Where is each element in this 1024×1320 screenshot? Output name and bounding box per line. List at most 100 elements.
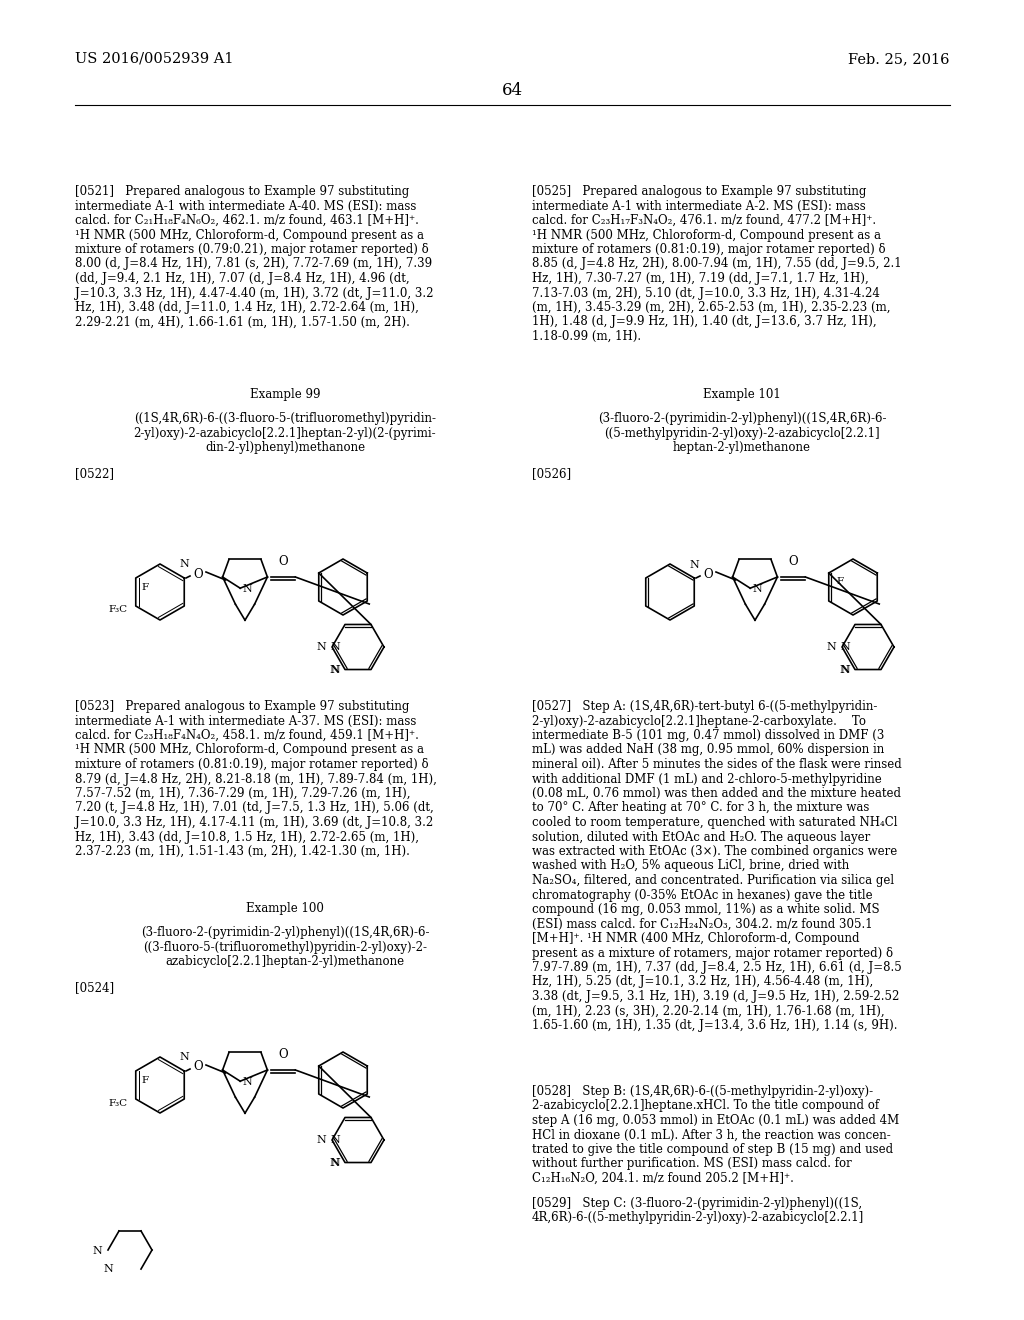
Text: O: O bbox=[788, 554, 799, 568]
Text: J=10.3, 3.3 Hz, 1H), 4.47-4.40 (m, 1H), 3.72 (dt, J=11.0, 3.2: J=10.3, 3.3 Hz, 1H), 4.47-4.40 (m, 1H), … bbox=[75, 286, 433, 300]
Text: [0525]   Prepared analogous to Example 97 substituting: [0525] Prepared analogous to Example 97 … bbox=[532, 185, 866, 198]
Text: N: N bbox=[331, 1158, 340, 1167]
Text: [0523]   Prepared analogous to Example 97 substituting: [0523] Prepared analogous to Example 97 … bbox=[75, 700, 410, 713]
Text: (0.08 mL, 0.76 mmol) was then added and the mixture heated: (0.08 mL, 0.76 mmol) was then added and … bbox=[532, 787, 901, 800]
Text: calcd. for C₂₃H₁₈F₄N₄O₂, 458.1. m/z found, 459.1 [M+H]⁺.: calcd. for C₂₃H₁₈F₄N₄O₂, 458.1. m/z foun… bbox=[75, 729, 419, 742]
Text: N: N bbox=[331, 664, 340, 675]
Text: calcd. for C₂₁H₁₈F₄N₆O₂, 462.1. m/z found, 463.1 [M+H]⁺.: calcd. for C₂₁H₁₈F₄N₆O₂, 462.1. m/z foun… bbox=[75, 214, 419, 227]
Text: 1H), 1.48 (d, J=9.9 Hz, 1H), 1.40 (dt, J=13.6, 3.7 Hz, 1H),: 1H), 1.48 (d, J=9.9 Hz, 1H), 1.40 (dt, J… bbox=[532, 315, 877, 329]
Text: Feb. 25, 2016: Feb. 25, 2016 bbox=[849, 51, 950, 66]
Text: [0526]: [0526] bbox=[532, 467, 571, 480]
Text: N: N bbox=[826, 642, 836, 652]
Text: [0521]   Prepared analogous to Example 97 substituting: [0521] Prepared analogous to Example 97 … bbox=[75, 185, 410, 198]
Text: solution, diluted with EtOAc and H₂O. The aqueous layer: solution, diluted with EtOAc and H₂O. Th… bbox=[532, 830, 870, 843]
Text: O: O bbox=[194, 1060, 203, 1073]
Text: N: N bbox=[92, 1246, 102, 1257]
Text: ¹H NMR (500 MHz, Chloroform-d, Compound present as a: ¹H NMR (500 MHz, Chloroform-d, Compound … bbox=[532, 228, 881, 242]
Text: J=10.0, 3.3 Hz, 1H), 4.17-4.11 (m, 1H), 3.69 (dt, J=10.8, 3.2: J=10.0, 3.3 Hz, 1H), 4.17-4.11 (m, 1H), … bbox=[75, 816, 433, 829]
Text: O: O bbox=[703, 568, 713, 581]
Text: (ESI) mass calcd. for C₁₂H₂₄N₂O₃, 304.2. m/z found 305.1: (ESI) mass calcd. for C₁₂H₂₄N₂O₃, 304.2.… bbox=[532, 917, 872, 931]
Text: F: F bbox=[141, 583, 148, 591]
Text: Example 99: Example 99 bbox=[250, 388, 321, 401]
Text: 2.37-2.23 (m, 1H), 1.51-1.43 (m, 2H), 1.42-1.30 (m, 1H).: 2.37-2.23 (m, 1H), 1.51-1.43 (m, 2H), 1.… bbox=[75, 845, 410, 858]
Text: Hz, 1H), 3.43 (dd, J=10.8, 1.5 Hz, 1H), 2.72-2.65 (m, 1H),: Hz, 1H), 3.43 (dd, J=10.8, 1.5 Hz, 1H), … bbox=[75, 830, 419, 843]
Text: [0529]   Step C: (3-fluoro-2-(pyrimidin-2-yl)phenyl)((1S,: [0529] Step C: (3-fluoro-2-(pyrimidin-2-… bbox=[532, 1197, 862, 1210]
Text: N: N bbox=[103, 1265, 113, 1274]
Text: N: N bbox=[841, 664, 850, 675]
Text: cooled to room temperature, quenched with saturated NH₄Cl: cooled to room temperature, quenched wit… bbox=[532, 816, 897, 829]
Text: Na₂SO₄, filtered, and concentrated. Purification via silica gel: Na₂SO₄, filtered, and concentrated. Puri… bbox=[532, 874, 894, 887]
Text: F: F bbox=[141, 1076, 148, 1085]
Text: to 70° C. After heating at 70° C. for 3 h, the mixture was: to 70° C. After heating at 70° C. for 3 … bbox=[532, 801, 869, 814]
Text: ((3-fluoro-5-(trifluoromethyl)pyridin-2-yl)oxy)-2-: ((3-fluoro-5-(trifluoromethyl)pyridin-2-… bbox=[143, 940, 427, 953]
Text: trated to give the title compound of step B (15 mg) and used: trated to give the title compound of ste… bbox=[532, 1143, 893, 1156]
Text: ((1S,4R,6R)-6-((3-fluoro-5-(trifluoromethyl)pyridin-: ((1S,4R,6R)-6-((3-fluoro-5-(trifluoromet… bbox=[134, 412, 436, 425]
Text: O: O bbox=[194, 568, 203, 581]
Text: Example 101: Example 101 bbox=[703, 388, 781, 401]
Text: 7.57-7.52 (m, 1H), 7.36-7.29 (m, 1H), 7.29-7.26 (m, 1H),: 7.57-7.52 (m, 1H), 7.36-7.29 (m, 1H), 7.… bbox=[75, 787, 411, 800]
Text: 2-yl)oxy)-2-azabicyclo[2.2.1]heptane-2-carboxylate.    To: 2-yl)oxy)-2-azabicyclo[2.2.1]heptane-2-c… bbox=[532, 714, 866, 727]
Text: 7.13-7.03 (m, 2H), 5.10 (dt, J=10.0, 3.3 Hz, 1H), 4.31-4.24: 7.13-7.03 (m, 2H), 5.10 (dt, J=10.0, 3.3… bbox=[532, 286, 880, 300]
Text: 8.85 (d, J=4.8 Hz, 2H), 8.00-7.94 (m, 1H), 7.55 (dd, J=9.5, 2.1: 8.85 (d, J=4.8 Hz, 2H), 8.00-7.94 (m, 1H… bbox=[532, 257, 901, 271]
Text: without further purification. MS (ESI) mass calcd. for: without further purification. MS (ESI) m… bbox=[532, 1158, 852, 1171]
Text: F₃C: F₃C bbox=[109, 1098, 127, 1107]
Text: heptan-2-yl)methanone: heptan-2-yl)methanone bbox=[673, 441, 811, 454]
Text: O: O bbox=[279, 554, 288, 568]
Text: (dd, J=9.4, 2.1 Hz, 1H), 7.07 (d, J=8.4 Hz, 1H), 4.96 (dt,: (dd, J=9.4, 2.1 Hz, 1H), 7.07 (d, J=8.4 … bbox=[75, 272, 410, 285]
Text: N: N bbox=[840, 664, 849, 675]
Text: [0527]   Step A: (1S,4R,6R)-tert-butyl 6-((5-methylpyridin-: [0527] Step A: (1S,4R,6R)-tert-butyl 6-(… bbox=[532, 700, 878, 713]
Text: 3.38 (dt, J=9.5, 3.1 Hz, 1H), 3.19 (d, J=9.5 Hz, 1H), 2.59-2.52: 3.38 (dt, J=9.5, 3.1 Hz, 1H), 3.19 (d, J… bbox=[532, 990, 899, 1003]
Text: N: N bbox=[331, 642, 340, 652]
Text: mixture of rotamers (0.81:0.19), major rotamer reported) δ: mixture of rotamers (0.81:0.19), major r… bbox=[75, 758, 429, 771]
Text: N: N bbox=[243, 1077, 252, 1088]
Text: azabicyclo[2.2.1]heptan-2-yl)methanone: azabicyclo[2.2.1]heptan-2-yl)methanone bbox=[166, 954, 404, 968]
Text: US 2016/0052939 A1: US 2016/0052939 A1 bbox=[75, 51, 233, 66]
Text: intermediate B-5 (101 mg, 0.47 mmol) dissolved in DMF (3: intermediate B-5 (101 mg, 0.47 mmol) dis… bbox=[532, 729, 885, 742]
Text: present as a mixture of rotamers, major rotamer reported) δ: present as a mixture of rotamers, major … bbox=[532, 946, 893, 960]
Text: HCl in dioxane (0.1 mL). After 3 h, the reaction was concen-: HCl in dioxane (0.1 mL). After 3 h, the … bbox=[532, 1129, 891, 1142]
Text: N: N bbox=[330, 664, 339, 675]
Text: Example 100: Example 100 bbox=[246, 902, 324, 915]
Text: C₁₂H₁₆N₂O, 204.1. m/z found 205.2 [M+H]⁺.: C₁₂H₁₆N₂O, 204.1. m/z found 205.2 [M+H]⁺… bbox=[532, 1172, 794, 1185]
Text: step A (16 mg, 0.053 mmol) in EtOAc (0.1 mL) was added 4M: step A (16 mg, 0.053 mmol) in EtOAc (0.1… bbox=[532, 1114, 899, 1127]
Text: N: N bbox=[179, 1052, 189, 1061]
Text: intermediate A-1 with intermediate A-40. MS (ESI): mass: intermediate A-1 with intermediate A-40.… bbox=[75, 199, 417, 213]
Text: mineral oil). After 5 minutes the sides of the flask were rinsed: mineral oil). After 5 minutes the sides … bbox=[532, 758, 902, 771]
Text: [M+H]⁺. ¹H NMR (400 MHz, Chloroform-d, Compound: [M+H]⁺. ¹H NMR (400 MHz, Chloroform-d, C… bbox=[532, 932, 859, 945]
Text: intermediate A-1 with intermediate A-2. MS (ESI): mass: intermediate A-1 with intermediate A-2. … bbox=[532, 199, 865, 213]
Text: F₃C: F₃C bbox=[109, 606, 127, 615]
Text: 2-azabicyclo[2.2.1]heptane.xHCl. To the title compound of: 2-azabicyclo[2.2.1]heptane.xHCl. To the … bbox=[532, 1100, 880, 1113]
Text: mixture of rotamers (0.79:0.21), major rotamer reported) δ: mixture of rotamers (0.79:0.21), major r… bbox=[75, 243, 429, 256]
Text: mixture of rotamers (0.81:0.19), major rotamer reported) δ: mixture of rotamers (0.81:0.19), major r… bbox=[532, 243, 886, 256]
Text: compound (16 mg, 0.053 mmol, 11%) as a white solid. MS: compound (16 mg, 0.053 mmol, 11%) as a w… bbox=[532, 903, 880, 916]
Text: N: N bbox=[689, 560, 699, 570]
Text: (m, 1H), 3.45-3.29 (m, 2H), 2.65-2.53 (m, 1H), 2.35-2.23 (m,: (m, 1H), 3.45-3.29 (m, 2H), 2.65-2.53 (m… bbox=[532, 301, 891, 314]
Text: ¹H NMR (500 MHz, Chloroform-d, Compound present as a: ¹H NMR (500 MHz, Chloroform-d, Compound … bbox=[75, 228, 424, 242]
Text: mL) was added NaH (38 mg, 0.95 mmol, 60% dispersion in: mL) was added NaH (38 mg, 0.95 mmol, 60%… bbox=[532, 743, 885, 756]
Text: ¹H NMR (500 MHz, Chloroform-d, Compound present as a: ¹H NMR (500 MHz, Chloroform-d, Compound … bbox=[75, 743, 424, 756]
Text: 1.18-0.99 (m, 1H).: 1.18-0.99 (m, 1H). bbox=[532, 330, 641, 343]
Text: chromatography (0-35% EtOAc in hexanes) gave the title: chromatography (0-35% EtOAc in hexanes) … bbox=[532, 888, 872, 902]
Text: Hz, 1H), 5.25 (dt, J=10.1, 3.2 Hz, 1H), 4.56-4.48 (m, 1H),: Hz, 1H), 5.25 (dt, J=10.1, 3.2 Hz, 1H), … bbox=[532, 975, 873, 989]
Text: 4R,6R)-6-((5-methylpyridin-2-yl)oxy)-2-azabicyclo[2.2.1]: 4R,6R)-6-((5-methylpyridin-2-yl)oxy)-2-a… bbox=[532, 1212, 864, 1225]
Text: was extracted with EtOAc (3×). The combined organics were: was extracted with EtOAc (3×). The combi… bbox=[532, 845, 897, 858]
Text: Hz, 1H), 3.48 (dd, J=11.0, 1.4 Hz, 1H), 2.72-2.64 (m, 1H),: Hz, 1H), 3.48 (dd, J=11.0, 1.4 Hz, 1H), … bbox=[75, 301, 419, 314]
Text: [0522]: [0522] bbox=[75, 467, 114, 480]
Text: din-2-yl)phenyl)methanone: din-2-yl)phenyl)methanone bbox=[205, 441, 366, 454]
Text: calcd. for C₂₃H₁₇F₃N₄O₂, 476.1. m/z found, 477.2 [M+H]⁺.: calcd. for C₂₃H₁₇F₃N₄O₂, 476.1. m/z foun… bbox=[532, 214, 877, 227]
Text: (3-fluoro-2-(pyrimidin-2-yl)phenyl)((1S,4R,6R)-6-: (3-fluoro-2-(pyrimidin-2-yl)phenyl)((1S,… bbox=[598, 412, 886, 425]
Text: 2.29-2.21 (m, 4H), 1.66-1.61 (m, 1H), 1.57-1.50 (m, 2H).: 2.29-2.21 (m, 4H), 1.66-1.61 (m, 1H), 1.… bbox=[75, 315, 410, 329]
Text: with additional DMF (1 mL) and 2-chloro-5-methylpyridine: with additional DMF (1 mL) and 2-chloro-… bbox=[532, 772, 882, 785]
Text: N: N bbox=[330, 1158, 339, 1167]
Text: 8.79 (d, J=4.8 Hz, 2H), 8.21-8.18 (m, 1H), 7.89-7.84 (m, 1H),: 8.79 (d, J=4.8 Hz, 2H), 8.21-8.18 (m, 1H… bbox=[75, 772, 437, 785]
Text: 7.20 (t, J=4.8 Hz, 1H), 7.01 (td, J=7.5, 1.3 Hz, 1H), 5.06 (dt,: 7.20 (t, J=4.8 Hz, 1H), 7.01 (td, J=7.5,… bbox=[75, 801, 434, 814]
Text: 8.00 (d, J=8.4 Hz, 1H), 7.81 (s, 2H), 7.72-7.69 (m, 1H), 7.39: 8.00 (d, J=8.4 Hz, 1H), 7.81 (s, 2H), 7.… bbox=[75, 257, 432, 271]
Text: N: N bbox=[331, 1135, 340, 1144]
Text: N: N bbox=[316, 642, 326, 652]
Text: Hz, 1H), 7.30-7.27 (m, 1H), 7.19 (dd, J=7.1, 1.7 Hz, 1H),: Hz, 1H), 7.30-7.27 (m, 1H), 7.19 (dd, J=… bbox=[532, 272, 868, 285]
Text: F: F bbox=[837, 577, 844, 586]
Text: (m, 1H), 2.23 (s, 3H), 2.20-2.14 (m, 1H), 1.76-1.68 (m, 1H),: (m, 1H), 2.23 (s, 3H), 2.20-2.14 (m, 1H)… bbox=[532, 1005, 885, 1018]
Text: N: N bbox=[316, 1135, 326, 1144]
Text: (3-fluoro-2-(pyrimidin-2-yl)phenyl)((1S,4R,6R)-6-: (3-fluoro-2-(pyrimidin-2-yl)phenyl)((1S,… bbox=[140, 927, 429, 939]
Text: 2-yl)oxy)-2-azabicyclo[2.2.1]heptan-2-yl)(2-(pyrimi-: 2-yl)oxy)-2-azabicyclo[2.2.1]heptan-2-yl… bbox=[134, 426, 436, 440]
